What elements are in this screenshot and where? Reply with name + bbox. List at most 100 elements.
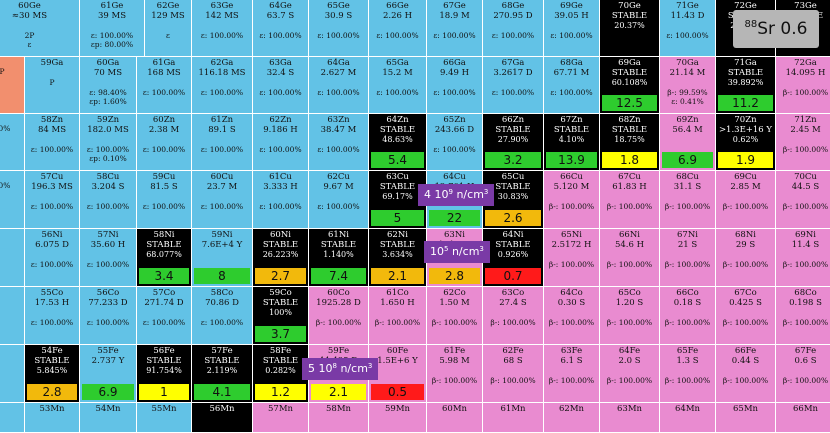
cross-section-value: 3.4 xyxy=(139,268,189,284)
nuclide-cell: 59Co STABLE 100% 3.7 xyxy=(253,287,309,345)
decay-mode: β-: 100.00% xyxy=(548,260,595,269)
nuclide-name: 56Ni xyxy=(41,230,63,240)
nuclide-name: 66Co xyxy=(676,288,699,298)
nuclide-name: 63Ni xyxy=(444,230,465,240)
nuclide-name: 61Mn xyxy=(500,404,526,414)
nuclide-cell: 68Cu 31.1 S β-: 100.00% xyxy=(660,171,716,229)
decay-mode: 2P xyxy=(24,31,35,40)
decay-mode: β-: 100.00% xyxy=(782,260,829,269)
nuclide-name: 63Fe xyxy=(560,346,583,356)
cross-section-value: 7.4 xyxy=(311,268,366,284)
abundance: 1.140% xyxy=(323,250,354,259)
half-life: STABLE xyxy=(495,125,531,135)
nuclide-cell: 70Cu 44.5 S β-: 100.00% xyxy=(776,171,830,229)
cross-section-value: 0.7 xyxy=(485,268,541,284)
nuclide-cell: 69Ge 39.05 H ε: 100.00% xyxy=(544,0,600,57)
nuclide-cell: 64Ga 2.627 M ε: 100.00% xyxy=(309,57,369,114)
half-life: 38.47 M xyxy=(320,125,357,135)
half-life: 3.204 S xyxy=(91,182,125,192)
nuclide-name: 57Ni xyxy=(97,230,119,240)
cross-section-value: 0.5 xyxy=(371,384,424,400)
nuclide-cell: 68Zn STABLE 18.75% 1.8 xyxy=(600,114,660,171)
nuclide-name: 60Ga xyxy=(96,58,120,68)
cross-section-value: 1.8 xyxy=(602,152,657,168)
nuclide-cell: 61Co 1.650 H β-: 100.00% xyxy=(369,287,427,345)
nuclide-cell: 71Ge 11.43 D ε: 100.00% xyxy=(660,0,716,57)
nuclide-name: 61Ni xyxy=(328,230,349,240)
nuclide-name: 59Zn xyxy=(96,115,120,125)
nuclide-cell: 62Mn xyxy=(544,403,600,433)
nuclide-name: 58Co xyxy=(210,288,234,298)
decay-mode: β-: 100.00% xyxy=(664,318,711,327)
abundance: 0.62% xyxy=(732,135,759,144)
decay-mode: ε: 100.00% xyxy=(200,318,244,327)
abundance: 20.37% xyxy=(614,21,645,30)
nuclide-name: 62Mn xyxy=(559,404,584,414)
nuclide-cell: 59Ni 7.6E+4 Y 8 xyxy=(192,229,253,287)
nuclide-cell: 64Ni STABLE 0.926% 0.7 xyxy=(483,229,544,287)
nuclide-name: 67Cu xyxy=(618,172,641,182)
nuclide-name: 68Ge xyxy=(501,1,525,11)
decay-mode: ε xyxy=(166,31,170,40)
nuclide-cell: 58Cu 3.204 S ε: 100.00% xyxy=(80,171,137,229)
nuclide-cell: 65Zn 243.66 D ε: 100.00% xyxy=(427,114,483,171)
decay-mode: β-: 100.00% xyxy=(722,318,769,327)
nuclide-name: 57Cu xyxy=(40,172,64,182)
flux-note-2: 105 n/cm3 xyxy=(424,241,490,263)
nuclide-name: 65Mn xyxy=(733,404,758,414)
decay-mode: β-: 100.00% xyxy=(782,88,829,97)
nuclide-name: 60Mn xyxy=(442,404,467,414)
half-life: 89.1 S xyxy=(208,125,236,135)
decay-mode: β-: 100.00% xyxy=(606,202,653,211)
nuclide-name: 70Ga xyxy=(676,58,699,68)
decay-mode: β-: 100.00% xyxy=(606,318,653,327)
nuclide-cell: 61Fe 5.98 M β-: 100.00% xyxy=(427,345,483,403)
abundance: 18.75% xyxy=(614,135,645,144)
nuclide-cell xyxy=(0,287,25,345)
note-unit-exp: 3 xyxy=(367,362,373,370)
decay-mode: ε: 100.00% xyxy=(200,145,244,154)
decay-mode: ε: 100.00% xyxy=(30,145,74,154)
half-life: 6.075 D xyxy=(35,240,69,250)
nuclide-name: 63Co xyxy=(501,288,525,298)
decay-mode: ε: 100.00% xyxy=(90,31,134,40)
half-life: 3.333 H xyxy=(263,182,298,192)
nuclide-cell: 65Ge 30.9 S ε: 100.00% xyxy=(309,0,369,57)
half-life: STABLE xyxy=(379,240,416,250)
half-life: 0.425 S xyxy=(729,298,762,308)
nuclide-name: 65Ge xyxy=(327,1,350,11)
decay-mode: β-: 100.00% xyxy=(782,145,829,154)
half-life: 6.1 S xyxy=(560,356,583,366)
nuclide-name: 63Mn xyxy=(617,404,642,414)
half-life: STABLE xyxy=(262,356,299,366)
half-life: 32.4 S xyxy=(266,68,295,78)
nuclide-name: 63Ga xyxy=(269,58,292,68)
nuclide-name: 68Co xyxy=(794,288,817,298)
nuclide-cell: 55Mn xyxy=(137,403,192,433)
nuclide-name: 67Fe xyxy=(794,346,817,356)
half-life: 2.627 M xyxy=(320,68,357,78)
half-life: 1.5E+6 Y xyxy=(377,356,418,366)
decay-mode: P xyxy=(0,67,24,76)
nuclide-name: 71Ge xyxy=(676,1,699,11)
cross-section-value: 4.1 xyxy=(194,384,250,400)
nuclide-name: 57Co xyxy=(152,288,176,298)
half-life: 2.45 M xyxy=(790,125,821,135)
nuclide-cell: 62Fe 68 S β-: 100.00% xyxy=(483,345,544,403)
cross-section-value: 2.6 xyxy=(485,210,541,226)
half-life: 31.1 S xyxy=(673,182,702,192)
decay-mode: εp: 0.10% xyxy=(89,154,127,163)
flux-note-1: 4 109 n/cm3 xyxy=(418,184,495,206)
half-life: 271.74 D xyxy=(144,298,184,308)
nuclide-cell: 58Fe STABLE 0.282% 1.2 xyxy=(253,345,309,403)
nuclide-name: 69Ge xyxy=(560,1,583,11)
half-life: 270.95 D xyxy=(493,11,533,21)
nuclide-cell: 57Mn xyxy=(253,403,309,433)
nuclide-cell: 62Ge 129 MS ε xyxy=(145,0,192,57)
half-life: 44.5 S xyxy=(791,182,820,192)
nuclide-name: 61Co xyxy=(386,288,409,298)
decay-mode: ε: 100.00% xyxy=(86,260,130,269)
nuclide-name: 62Zn xyxy=(269,115,292,125)
half-life: 30.9 S xyxy=(324,11,353,21)
half-life: 14.095 H xyxy=(785,68,826,78)
